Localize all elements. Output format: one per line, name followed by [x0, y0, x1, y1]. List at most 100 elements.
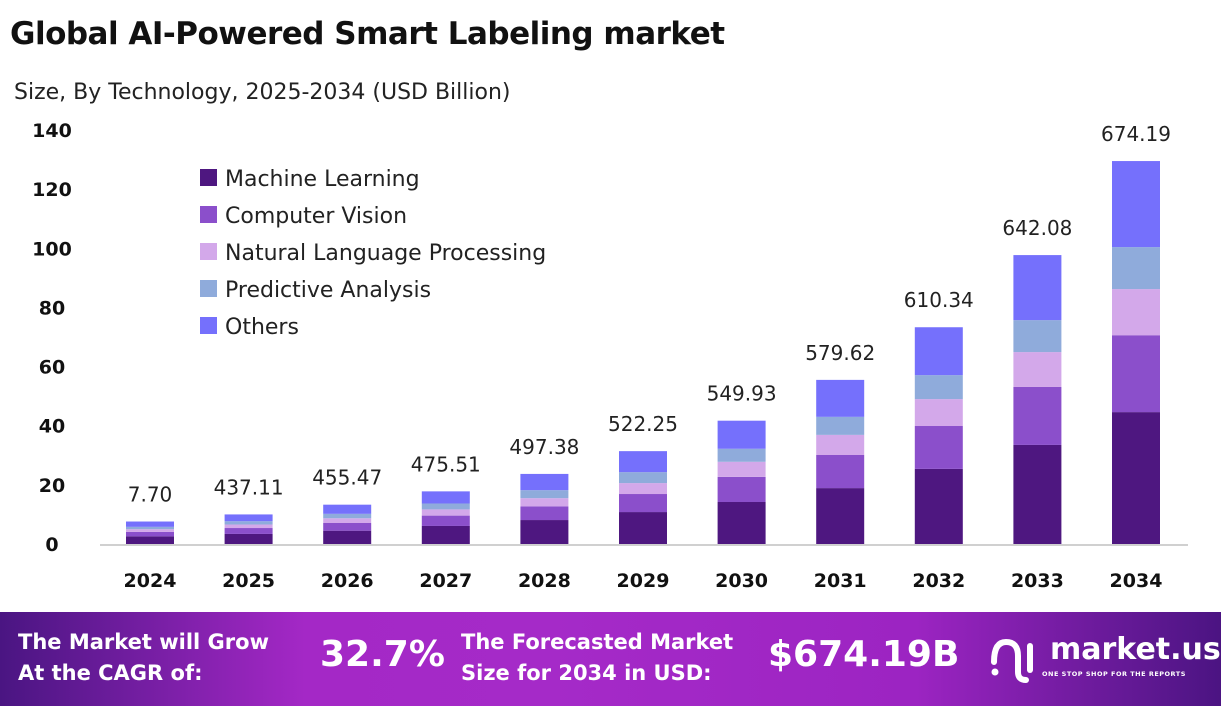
y-tick-label: 120: [32, 179, 72, 201]
bar-segment-natural-language-processing: [1112, 289, 1160, 336]
cagr-label-line1: The Market will Grow: [18, 630, 269, 654]
bar-segment-predictive-analysis: [816, 416, 865, 435]
legend-label: Computer Vision: [225, 204, 407, 229]
bar-segment-computer-vision: [619, 494, 667, 513]
legend-swatch: [200, 317, 217, 334]
bar-segment-others: [717, 420, 766, 449]
bar-segment-predictive-analysis: [914, 375, 963, 400]
bar-segment-machine-learning: [421, 525, 470, 544]
bar-segment-others: [1013, 255, 1062, 321]
cagr-value: 32.7%: [320, 634, 445, 675]
chart-title: Global AI-Powered Smart Labeling market: [10, 16, 725, 52]
data-label: 549.93: [707, 382, 777, 406]
x-tick-label: 2027: [419, 570, 472, 592]
bar-segment-machine-learning: [126, 536, 174, 544]
legend-swatch: [200, 280, 217, 297]
x-tick-label: 2024: [124, 570, 177, 592]
bar-segment-computer-vision: [1013, 386, 1062, 445]
stacked-bar-chart: 0 20 40 60 80 100 120 140 7.70 2024 437.11 2025 455.…: [32, 120, 1188, 592]
bar-segment-computer-vision: [520, 506, 569, 521]
legend-label: Others: [225, 315, 299, 340]
bar-segment-natural-language-processing: [421, 509, 470, 516]
x-tick-label: 2029: [617, 570, 670, 592]
y-tick-label: 100: [32, 238, 72, 260]
x-tick-label: 2031: [814, 570, 867, 592]
footer-banner: The Market will Grow At the CAGR of: 32.…: [0, 612, 1221, 706]
bar-segment-machine-learning: [619, 512, 667, 544]
bar-segment-predictive-analysis: [421, 503, 470, 510]
bar-segment-predictive-analysis: [520, 490, 569, 499]
legend-swatch: [200, 243, 217, 260]
bar-segment-others: [421, 491, 470, 504]
bar-segment-predictive-analysis: [619, 472, 667, 484]
x-tick-label: 2030: [715, 570, 768, 592]
bar-segment-natural-language-processing: [717, 461, 766, 477]
bar-segment-machine-learning: [224, 533, 273, 544]
data-label: 642.08: [1002, 216, 1072, 240]
bar-segment-natural-language-processing: [619, 483, 667, 495]
bar-segment-machine-learning: [816, 488, 865, 544]
bar-segment-computer-vision: [914, 426, 963, 469]
bar-segment-others: [224, 514, 273, 522]
chart-subtitle: Size, By Technology, 2025-2034 (USD Bill…: [14, 80, 511, 105]
bar-segment-computer-vision: [1112, 335, 1160, 413]
legend-swatch: [200, 206, 217, 223]
bar-segment-predictive-analysis: [1013, 320, 1062, 353]
forecast-value: $674.19B: [768, 634, 960, 675]
logo-tagline: ONE STOP SHOP FOR THE REPORTS: [1042, 670, 1186, 678]
bar-segment-computer-vision: [816, 454, 865, 489]
forecast-label-line1: The Forecasted Market: [461, 630, 734, 654]
x-tick-label: 2025: [222, 570, 275, 592]
data-label: 455.47: [312, 466, 382, 490]
y-tick-label: 20: [39, 475, 65, 497]
data-label: 7.70: [128, 483, 173, 507]
data-label: 497.38: [509, 435, 579, 459]
bar-segment-natural-language-processing: [914, 399, 963, 427]
cagr-label-line2: At the CAGR of:: [18, 661, 203, 685]
x-tick-label: 2028: [518, 570, 571, 592]
bar-segment-computer-vision: [323, 523, 372, 531]
data-label: 437.11: [214, 475, 284, 499]
bar-segment-predictive-analysis: [717, 448, 766, 462]
bar-segment-others: [914, 327, 963, 376]
bar-segment-computer-vision: [126, 531, 174, 537]
bar-segment-machine-learning: [323, 530, 372, 544]
bar-segment-predictive-analysis: [323, 513, 372, 519]
legend-label: Predictive Analysis: [225, 278, 431, 303]
x-tick-label: 2033: [1011, 570, 1064, 592]
y-tick-label: 40: [39, 416, 65, 438]
data-label: 674.19: [1101, 122, 1171, 146]
y-tick-label: 80: [39, 297, 65, 319]
legend-label: Natural Language Processing: [225, 241, 546, 266]
legend-label: Machine Learning: [225, 167, 420, 192]
y-tick-label: 0: [45, 534, 58, 556]
bar-segment-natural-language-processing: [224, 524, 273, 529]
bar-segment-computer-vision: [421, 515, 470, 526]
logo-text: market.us: [1050, 632, 1221, 667]
bar-segment-others: [520, 473, 569, 491]
bar-segment-natural-language-processing: [816, 434, 865, 455]
bar-segment-others: [323, 504, 372, 514]
data-label: 522.25: [608, 412, 678, 436]
bar-segment-predictive-analysis: [1112, 247, 1160, 290]
bar-segment-machine-learning: [914, 468, 963, 544]
bar-segment-natural-language-processing: [323, 518, 372, 524]
legend-swatch: [200, 169, 217, 186]
bar-segment-computer-vision: [224, 528, 273, 534]
bar-segment-machine-learning: [520, 520, 569, 544]
y-tick-label: 60: [39, 357, 65, 379]
bar-segment-others: [619, 451, 667, 473]
bar-segment-others: [126, 521, 174, 527]
bar-segment-predictive-analysis: [126, 526, 174, 530]
data-label: 579.62: [805, 341, 875, 365]
forecast-label-line2: Size for 2034 in USD:: [461, 661, 712, 685]
forecast-label: The Forecasted Market Size for 2034 in U…: [461, 627, 733, 689]
bar-segment-computer-vision: [717, 476, 766, 503]
data-label: 610.34: [904, 288, 974, 312]
bar-segment-machine-learning: [1013, 444, 1062, 544]
bar-segment-natural-language-processing: [1013, 352, 1062, 387]
bar-segment-machine-learning: [717, 502, 766, 544]
bar-segment-predictive-analysis: [224, 521, 273, 525]
bar-segment-machine-learning: [1112, 412, 1160, 544]
bar-segment-others: [1112, 161, 1160, 248]
